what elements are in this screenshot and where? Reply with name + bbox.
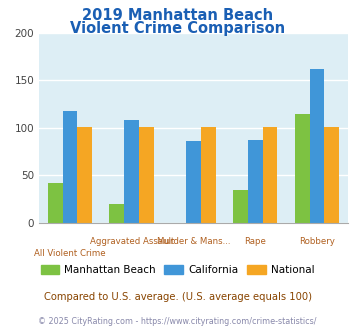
Bar [48, 183, 62, 223]
Text: Robbery: Robbery [299, 237, 335, 246]
Text: Rape: Rape [244, 237, 266, 246]
Text: 2019 Manhattan Beach: 2019 Manhattan Beach [82, 8, 273, 23]
Legend: Manhattan Beach, California, National: Manhattan Beach, California, National [36, 261, 319, 280]
Bar [263, 127, 278, 223]
Text: All Violent Crime: All Violent Crime [34, 249, 106, 258]
Text: Murder & Mans...: Murder & Mans... [157, 237, 230, 246]
Text: © 2025 CityRating.com - https://www.cityrating.com/crime-statistics/: © 2025 CityRating.com - https://www.city… [38, 317, 317, 326]
Text: Violent Crime Comparison: Violent Crime Comparison [70, 21, 285, 36]
Bar [186, 141, 201, 223]
Bar [324, 127, 339, 223]
Text: Aggravated Assault: Aggravated Assault [89, 237, 174, 246]
Bar [310, 69, 324, 223]
Bar [124, 120, 139, 223]
Bar [62, 111, 77, 223]
Bar [248, 140, 263, 223]
Bar [295, 114, 310, 223]
Bar [77, 127, 92, 223]
Bar [201, 127, 216, 223]
Text: Compared to U.S. average. (U.S. average equals 100): Compared to U.S. average. (U.S. average … [44, 292, 311, 302]
Bar [233, 190, 248, 223]
Bar [109, 204, 124, 223]
Bar [139, 127, 154, 223]
